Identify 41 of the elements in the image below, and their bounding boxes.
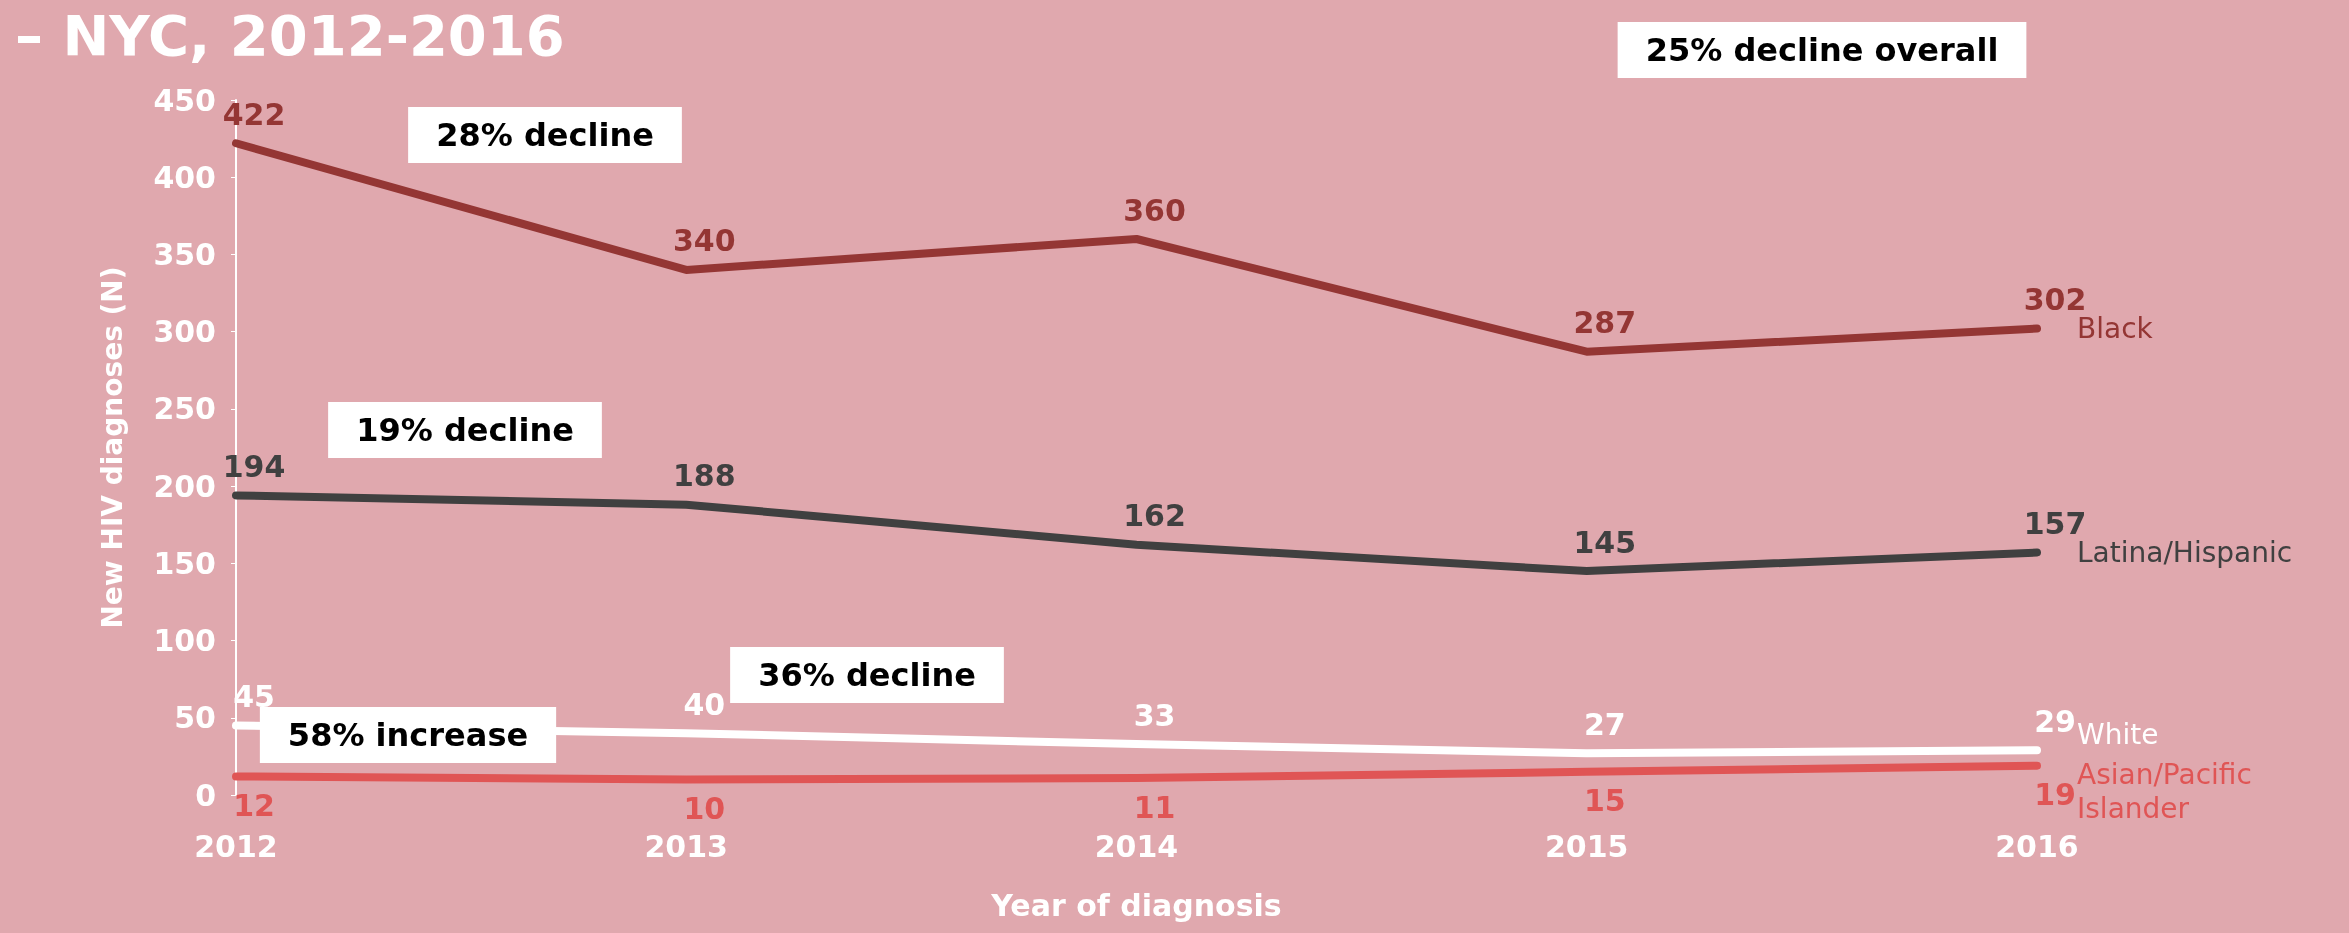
x-tick-label: 2014 [1094,828,1179,864]
series-label: Asian/Pacific Islander [2077,758,2261,826]
chart-title: – NYC, 2012-2016 [15,2,565,68]
data-label: 33 [1133,697,1176,733]
y-axis-title: New HIV diagnoses (N) [95,266,129,629]
data-label: 15 [1583,783,1626,819]
x-tick-label: 2013 [644,828,728,864]
data-label: 19 [2034,777,2076,813]
data-label: 287 [1573,305,1637,341]
data-label: 27 [1583,706,1626,742]
y-tick-label: 450 [153,82,216,118]
annotation: 19% decline [356,411,574,449]
x-tick-label: 2012 [194,828,278,864]
y-tick-label: 300 [153,314,216,350]
annotation: 36% decline [758,656,976,694]
data-label: 145 [1573,524,1637,560]
data-label: 29 [2034,703,2076,739]
data-label: 12 [233,787,275,823]
y-tick-label: 200 [153,468,216,504]
data-label: 40 [683,686,726,722]
y-tick-label: 100 [153,623,216,659]
y-tick-label: 50 [174,700,216,736]
series-label: White [2077,717,2159,751]
annotation: 58% increase [287,716,529,754]
y-tick-label: 250 [153,391,216,427]
text: 25% decline overall [1645,31,1999,69]
data-label: 188 [672,458,736,494]
y-tick-label: 150 [153,545,216,581]
y-tick-label: 400 [153,159,216,195]
y-tick-label: 0 [195,777,216,813]
annotation: 28% decline [436,116,654,154]
data-label: 10 [683,791,726,827]
x-tick-label: 2016 [1995,828,2079,864]
data-label: 360 [1123,192,1186,228]
data-label: 340 [672,223,736,259]
x-tick-label: 2015 [1545,828,1629,864]
data-label: 194 [222,448,286,484]
x-axis-title: Year of diagnosis [990,887,1282,923]
data-label: 11 [1133,789,1176,825]
y-tick-label: 350 [153,236,216,272]
data-label: 162 [1123,498,1186,534]
